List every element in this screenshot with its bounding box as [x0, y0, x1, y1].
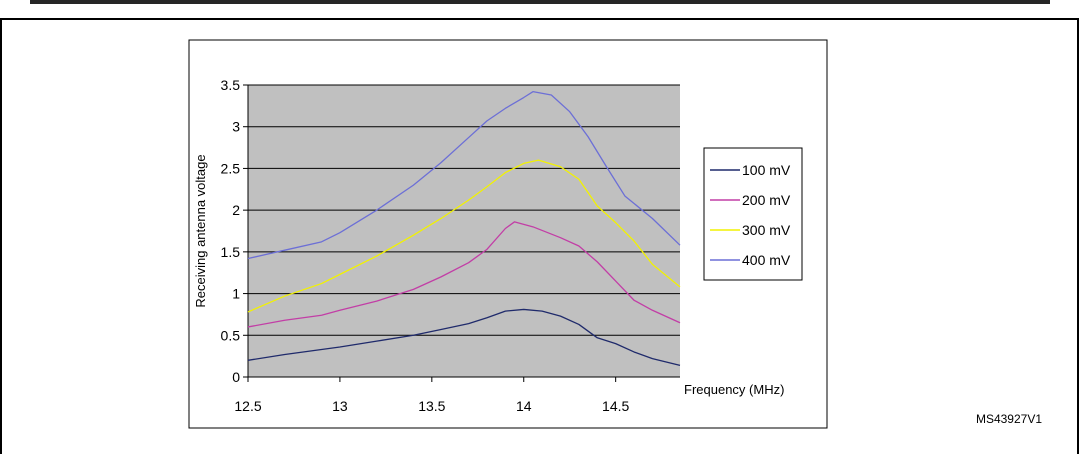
- y-tick-label: 1.5: [221, 244, 241, 260]
- series-line-300-mv: [247, 159, 681, 313]
- legend-label: 400 mV: [742, 252, 791, 268]
- legend-label: 300 mV: [742, 222, 791, 238]
- x-tick-label: 12.5: [234, 398, 261, 414]
- x-tick-label: 14: [516, 398, 532, 414]
- figure-id: MS43927V1: [975, 412, 1042, 426]
- y-tick-label: 3: [232, 119, 240, 135]
- y-axis-label: Receiving antenna voltage: [193, 154, 208, 307]
- y-tick-label: 0.5: [221, 327, 241, 343]
- legend-label: 200 mV: [742, 192, 791, 208]
- y-tick-label: 2.5: [221, 160, 241, 176]
- crop-border-line: [30, 0, 1050, 4]
- x-tick-label: 13.5: [418, 398, 445, 414]
- plot-area: [248, 85, 680, 377]
- series-line-200-mv: [247, 221, 681, 328]
- x-tick-label: 14.5: [602, 398, 629, 414]
- x-axis-label: Frequency (MHz): [684, 382, 784, 397]
- series-line-100-mv: [247, 308, 681, 366]
- y-tick-label: 0: [232, 369, 240, 385]
- series-line-400-mv: [247, 91, 681, 260]
- figure-frame: [0, 18, 1079, 454]
- y-tick-label: 2: [232, 202, 240, 218]
- y-tick-label: 1: [232, 286, 240, 302]
- y-tick-label: 3.5: [221, 77, 241, 93]
- top-crop-edge: [0, 0, 1082, 14]
- x-tick-label: 13: [332, 398, 348, 414]
- legend-label: 100 mV: [742, 162, 791, 178]
